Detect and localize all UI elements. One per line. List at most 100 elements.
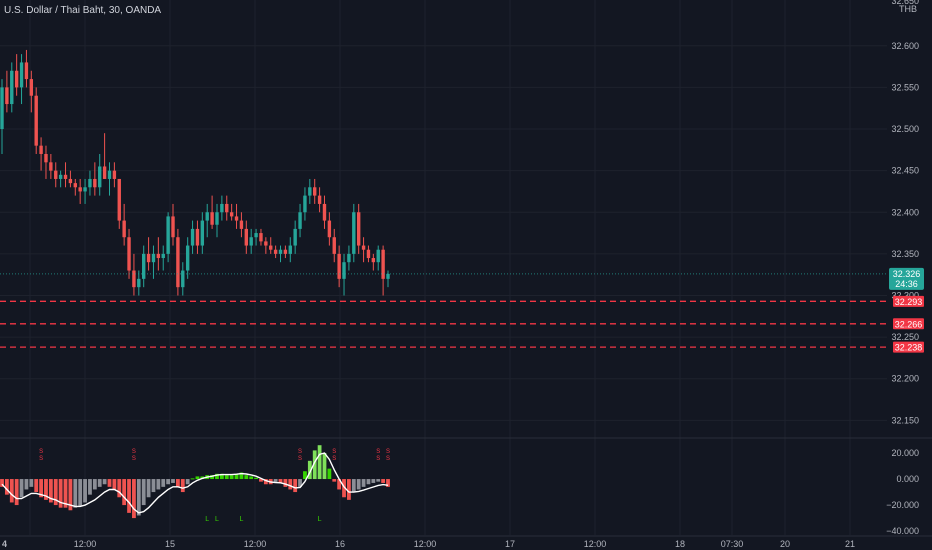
candle-body bbox=[254, 233, 258, 238]
time-tick-label: 18 bbox=[675, 539, 685, 549]
oscillator-bar bbox=[156, 479, 161, 490]
oscillator-bar bbox=[175, 479, 180, 487]
oscillator-bar bbox=[342, 479, 346, 498]
oscillator-tick-label: −40.000 bbox=[886, 526, 919, 536]
candle-body bbox=[107, 170, 112, 179]
oscillator-bar bbox=[332, 479, 337, 482]
candle-body bbox=[273, 249, 278, 254]
oscillator-bar bbox=[356, 479, 361, 490]
candle-body bbox=[83, 187, 87, 192]
symbol-legend: U.S. Dollar / Thai Baht, 30, OANDA bbox=[4, 5, 162, 16]
oscillator-bar bbox=[68, 479, 73, 511]
oscillator-bar bbox=[132, 479, 136, 519]
candle-body bbox=[132, 270, 136, 288]
oscillator-bar bbox=[4, 479, 9, 495]
candle-body bbox=[210, 212, 214, 225]
candle-body bbox=[88, 178, 92, 188]
buy-marker: L bbox=[205, 516, 209, 523]
oscillator-bar bbox=[151, 479, 156, 493]
oscillator-bar bbox=[288, 479, 293, 490]
time-tick-label: 15 bbox=[165, 539, 175, 549]
candles bbox=[0, 49, 390, 296]
oscillator-bar bbox=[136, 479, 141, 516]
oscillator-bar bbox=[141, 479, 146, 506]
candle-body bbox=[39, 145, 43, 154]
candle-body bbox=[161, 253, 165, 259]
candle-body bbox=[181, 270, 185, 288]
sell-marker: S bbox=[332, 449, 336, 455]
candle-body bbox=[215, 212, 219, 225]
oscillator-bar bbox=[107, 479, 112, 487]
candle-body bbox=[352, 212, 356, 254]
time-tick-label: 21 bbox=[845, 539, 855, 549]
price-axis[interactable]: 32.600 32.550 32.500 32.450 32.400 32.350 32.3… bbox=[891, 0, 919, 425]
time-tick-label: 16 bbox=[335, 539, 345, 549]
candle-body bbox=[361, 245, 366, 250]
sell-marker: S bbox=[132, 449, 136, 455]
oscillator-bar bbox=[180, 479, 185, 493]
oscillator-axis[interactable]: 20.000 0.000 −20.000 −40.000 bbox=[886, 448, 919, 536]
oscillator-bar bbox=[24, 479, 29, 490]
candle-body bbox=[313, 187, 317, 196]
candle-body bbox=[156, 253, 161, 259]
candle-body bbox=[93, 178, 97, 188]
oscillator-bar bbox=[376, 479, 381, 482]
candle-body bbox=[293, 228, 297, 246]
candle-body bbox=[122, 220, 126, 238]
oscillator-bar bbox=[259, 479, 263, 482]
candle-body bbox=[78, 187, 82, 192]
time-tick-label: 4 bbox=[2, 539, 7, 549]
time-tick-label: 20 bbox=[780, 539, 790, 549]
candle-body bbox=[63, 174, 68, 179]
oscillator-bar bbox=[34, 479, 39, 493]
oscillator-bar bbox=[229, 475, 234, 480]
candle-body bbox=[176, 237, 180, 288]
sell-marker: S bbox=[386, 449, 390, 455]
candle-body bbox=[54, 170, 58, 179]
oscillator-bar bbox=[381, 479, 386, 483]
oscillator-bar bbox=[122, 479, 127, 506]
oscillator-bar bbox=[0, 479, 4, 487]
level-tag bbox=[893, 318, 924, 330]
candle-body bbox=[283, 249, 288, 254]
oscillator-bar bbox=[44, 479, 48, 500]
candle-body bbox=[141, 253, 146, 279]
oscillator-bar bbox=[215, 473, 219, 480]
candle-body bbox=[195, 228, 200, 246]
candle-body bbox=[234, 216, 239, 221]
candle-body bbox=[151, 253, 156, 263]
candle-body bbox=[288, 245, 292, 254]
price-tick-label: 32.650 bbox=[891, 0, 919, 6]
oscillator-bar bbox=[83, 479, 87, 503]
sell-marker: S bbox=[39, 449, 43, 455]
oscillator-bar bbox=[112, 479, 117, 490]
sell-marker: S bbox=[132, 456, 136, 462]
oscillator-bar bbox=[283, 479, 288, 487]
oscillator-bar bbox=[273, 479, 278, 483]
candle-body bbox=[102, 166, 107, 179]
candle-body bbox=[14, 70, 19, 88]
candle-body bbox=[19, 62, 24, 88]
time-axis[interactable]: 4 12:00 15 12:00 16 12:00 17 12:00 18 07:30 20 21 bbox=[2, 539, 855, 549]
oscillator-bar bbox=[307, 460, 312, 480]
sell-marker: S bbox=[386, 456, 390, 462]
candle-body bbox=[229, 212, 234, 217]
price-tick-label: 32.400 bbox=[891, 207, 919, 217]
buy-marker: L bbox=[239, 516, 243, 523]
candle-body bbox=[117, 178, 121, 221]
price-tick-label: 32.550 bbox=[891, 82, 919, 92]
oscillator-bar bbox=[63, 479, 68, 508]
candle-body bbox=[327, 220, 332, 238]
candle-body bbox=[166, 216, 170, 254]
price-tick-label: 32.250 bbox=[891, 332, 919, 342]
oscillator-bar bbox=[244, 475, 249, 480]
candle-body bbox=[29, 79, 34, 96]
currency-label: THB bbox=[899, 4, 917, 14]
oscillator-bar bbox=[14, 479, 19, 506]
candle-body bbox=[322, 203, 327, 221]
